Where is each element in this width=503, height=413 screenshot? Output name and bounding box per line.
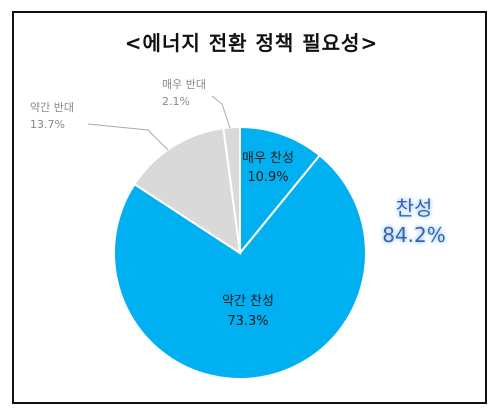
slice-value-strong-oppose: 2.1% bbox=[162, 95, 190, 108]
slice-slight-oppose bbox=[133, 126, 242, 256]
slice-label-slight-agree: 약간 찬성 bbox=[222, 294, 274, 309]
leader-line-strong-oppose bbox=[211, 95, 231, 129]
slice-value-strong-agree: 10.9% bbox=[247, 170, 288, 185]
slice-strong-agree bbox=[239, 125, 322, 256]
chart-title: <에너지 전환 정책 필요성> bbox=[124, 31, 379, 55]
summary-label: 찬성 bbox=[396, 196, 433, 220]
slice-label-slight-oppose: 약간 반대 bbox=[30, 100, 74, 114]
slice-label-strong-oppose: 매우 반대 bbox=[162, 78, 206, 91]
summary-value: 84.2% bbox=[382, 223, 446, 247]
slice-value-slight-oppose: 13.7% bbox=[30, 118, 65, 131]
slice-value-slight-agree: 73.3% bbox=[227, 314, 268, 329]
slice-strong-oppose bbox=[222, 125, 241, 254]
slice-slight-agree bbox=[113, 154, 367, 380]
leader-line-slight-oppose bbox=[87, 123, 169, 151]
slice-label-strong-agree: 매우 찬성 bbox=[242, 151, 294, 166]
